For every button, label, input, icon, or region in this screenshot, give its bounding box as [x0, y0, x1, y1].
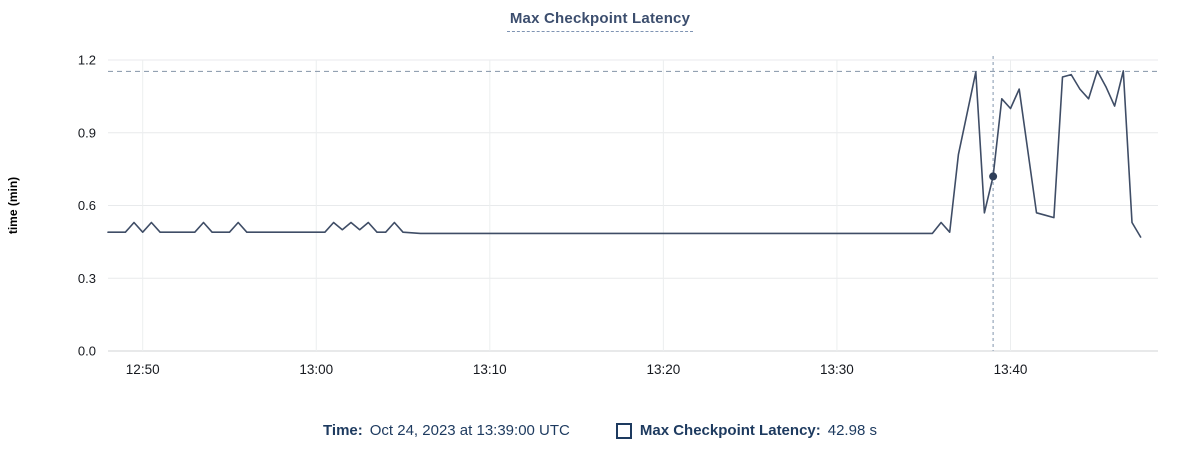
chart-header: Max Checkpoint Latency — [0, 10, 1200, 32]
highlighted-data-point-dot — [989, 172, 998, 181]
legend-tooltip-row: Time: Oct 24, 2023 at 13:39:00 UTC Max C… — [0, 419, 1200, 443]
x-tick-label: 13:20 — [646, 362, 680, 377]
x-tick-label: 13:00 — [299, 362, 333, 377]
series-line-max-checkpoint-latency — [107, 70, 1142, 238]
x-tick-label: 13:40 — [994, 362, 1028, 377]
legend-series-label: Max Checkpoint Latency: — [639, 422, 821, 439]
legend-item-max-checkpoint-latency[interactable]: Max Checkpoint Latency: 42.98 s — [615, 419, 877, 443]
legend-series-value: 42.98 s — [827, 422, 877, 439]
chart-title[interactable]: Max Checkpoint Latency — [506, 10, 694, 32]
legend-time-label: Time: — [323, 422, 363, 439]
x-tick-label: 13:30 — [820, 362, 854, 377]
legend-swatch-icon — [615, 423, 632, 439]
x-tick-label: 12:50 — [126, 362, 160, 377]
latency-line-chart: 0.0 0.3 0.6 0.9 1.2 12:50 13:00 13:10 13:20 13:30… — [6, 53, 1158, 377]
y-tick-label: 0.0 — [78, 344, 96, 359]
x-tick-label: 13:10 — [473, 362, 507, 377]
y-tick-label: 1.2 — [78, 53, 96, 68]
y-tick-label: 0.3 — [78, 271, 96, 286]
y-axis-title: time (min) — [6, 177, 20, 234]
y-tick-label: 0.6 — [78, 198, 96, 213]
y-tick-label: 0.9 — [78, 125, 96, 140]
legend-time-value: Oct 24, 2023 at 13:39:00 UTC — [369, 422, 570, 439]
